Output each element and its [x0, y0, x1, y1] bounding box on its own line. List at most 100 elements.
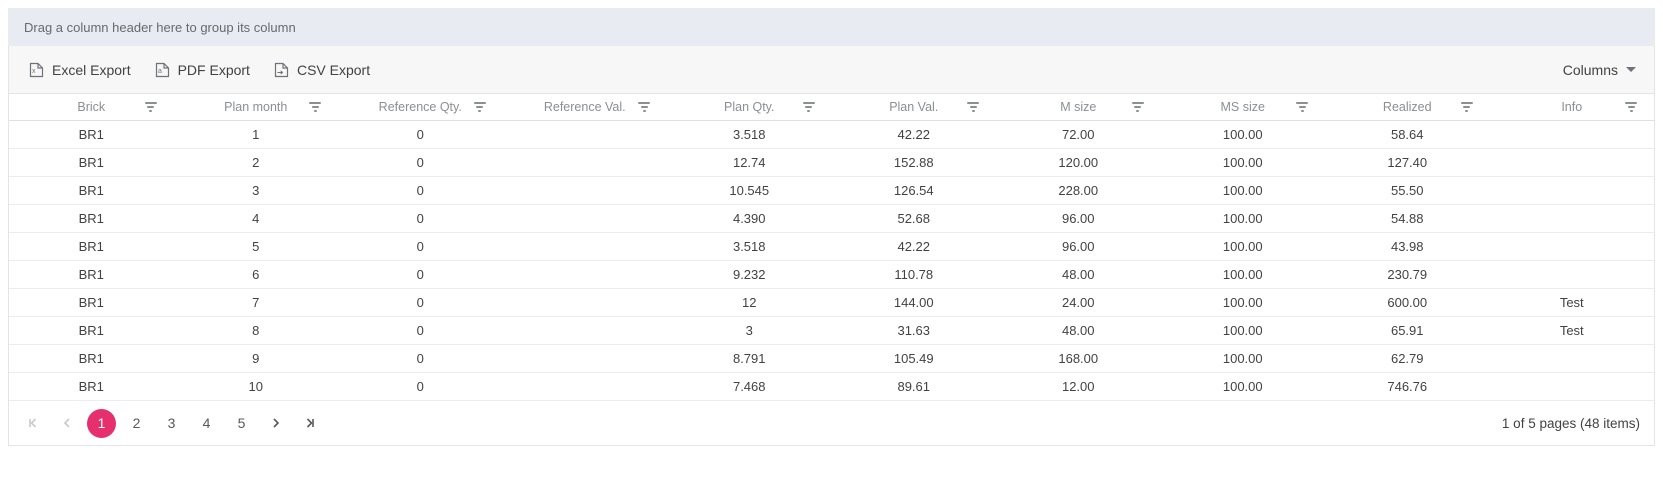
table-row[interactable]: BR1 9 0 8.791 105.49 168.00 100.00 62.79 [9, 345, 1654, 373]
column-header[interactable]: Plan Val. [832, 100, 997, 114]
grid-frame: x Excel Export a PDF Export [8, 46, 1655, 446]
table-row[interactable]: BR1 2 0 12.74 152.88 120.00 100.00 127.4… [9, 149, 1654, 177]
page-number-button[interactable]: 5 [237, 415, 246, 431]
page-number-button[interactable]: 3 [167, 415, 176, 431]
pager-pages: 1 2 3 4 5 [87, 408, 256, 438]
export-buttons: x Excel Export a PDF Export [17, 56, 382, 84]
table-cell: 168.00 [1058, 351, 1099, 366]
table-row[interactable]: BR1 4 0 4.390 52.68 96.00 100.00 54.88 [9, 205, 1654, 233]
filter-icon[interactable] [965, 100, 981, 114]
table-cell: 0 [416, 239, 424, 254]
columns-menu-button[interactable]: Columns [1559, 56, 1640, 84]
table-row[interactable]: BR1 5 0 3.518 42.22 96.00 100.00 43.98 [9, 233, 1654, 261]
filter-icon[interactable] [1459, 100, 1475, 114]
table-cell: 58.64 [1390, 127, 1424, 142]
column-header[interactable]: Plan Qty. [667, 100, 832, 114]
page-number-button[interactable]: 1 [87, 408, 116, 438]
column-header-label: MS size [1220, 100, 1265, 114]
column-header[interactable]: Brick [9, 100, 174, 114]
filter-icon[interactable] [307, 100, 323, 114]
table-cell: 31.63 [897, 323, 931, 338]
table-cell: 3.518 [732, 127, 766, 142]
table-body: BR1 1 0 3.518 42.22 72.00 100.00 58.64 B… [9, 121, 1654, 401]
table-cell: 12.00 [1061, 379, 1095, 394]
table-cell: 12 [742, 295, 757, 310]
pager: 1 2 3 4 5 1 of 5 pages (48 items) [9, 401, 1654, 445]
table-cell: 89.61 [897, 379, 931, 394]
column-header[interactable]: Info [1490, 100, 1655, 114]
table-row[interactable]: BR1 7 0 12 144.00 24.00 100.00 600.00 Te… [9, 289, 1654, 317]
csv-file-icon [274, 62, 289, 78]
excel-export-button[interactable]: x Excel Export [17, 56, 143, 84]
table-cell: 55.50 [1390, 183, 1424, 198]
next-page-icon[interactable] [262, 409, 290, 437]
table-cell: 105.49 [893, 351, 934, 366]
column-header-label: Realized [1382, 100, 1432, 114]
filter-icon[interactable] [801, 100, 817, 114]
table-cell: BR1 [78, 323, 104, 338]
table-cell: 120.00 [1058, 155, 1099, 170]
column-header[interactable]: Reference Val. [503, 100, 668, 114]
filter-icon[interactable] [1294, 100, 1310, 114]
filter-icon[interactable] [472, 100, 488, 114]
table-cell: 3.518 [732, 239, 766, 254]
table-cell: 8 [252, 323, 260, 338]
table-cell: 0 [416, 127, 424, 142]
table-cell: 600.00 [1387, 295, 1428, 310]
column-header-label: Reference Qty. [378, 100, 462, 114]
column-header[interactable]: Reference Qty. [338, 100, 503, 114]
table-row[interactable]: BR1 3 0 10.545 126.54 228.00 100.00 55.5… [9, 177, 1654, 205]
table-row[interactable]: BR1 1 0 3.518 42.22 72.00 100.00 58.64 [9, 121, 1654, 149]
table-cell: 24.00 [1061, 295, 1095, 310]
filter-icon[interactable] [1623, 100, 1639, 114]
pager-controls: 1 2 3 4 5 [19, 408, 324, 438]
table-cell: 152.88 [893, 155, 934, 170]
table-cell: 100.00 [1222, 379, 1263, 394]
column-header-label: Reference Val. [543, 100, 626, 114]
filter-icon[interactable] [143, 100, 159, 114]
table-cell: 72.00 [1061, 127, 1095, 142]
table-cell: 110.78 [894, 267, 934, 282]
svg-text:x: x [32, 68, 36, 75]
pdf-export-button[interactable]: a PDF Export [143, 56, 262, 84]
table-cell: 0 [416, 379, 424, 394]
group-panel[interactable]: Drag a column header here to group its c… [8, 8, 1655, 46]
table-cell: 0 [416, 295, 424, 310]
table-row[interactable]: BR1 6 0 9.232 110.78 48.00 100.00 230.79 [9, 261, 1654, 289]
column-header[interactable]: MS size [1161, 100, 1326, 114]
column-header[interactable]: M size [996, 100, 1161, 114]
column-header[interactable]: Plan month [174, 100, 339, 114]
last-page-icon[interactable] [296, 409, 324, 437]
table-cell: 9 [252, 351, 260, 366]
table-cell: 65.91 [1390, 323, 1424, 338]
table-cell: 48.00 [1061, 323, 1095, 338]
header-row: Brick Plan month Reference Qty. Referenc… [9, 94, 1654, 121]
previous-page-icon[interactable] [53, 409, 81, 437]
table-cell: 43.98 [1390, 239, 1424, 254]
table-cell: 6 [252, 267, 260, 282]
column-header[interactable]: Realized [1325, 100, 1490, 114]
table-row[interactable]: BR1 10 0 7.468 89.61 12.00 100.00 746.76 [9, 373, 1654, 401]
table-cell: 54.88 [1390, 211, 1424, 226]
page-number-button[interactable]: 4 [202, 415, 211, 431]
table-cell: 4.390 [732, 211, 766, 226]
data-grid: Drag a column header here to group its c… [8, 8, 1655, 446]
table-cell: 0 [416, 351, 424, 366]
table-cell: 1 [252, 127, 260, 142]
filter-icon[interactable] [636, 100, 652, 114]
table-cell: 0 [416, 155, 424, 170]
table-cell: 0 [416, 267, 424, 282]
table-cell: 10 [248, 379, 263, 394]
page-number-button[interactable]: 2 [132, 415, 141, 431]
table-row[interactable]: BR1 8 0 3 31.63 48.00 100.00 65.91 Test [9, 317, 1654, 345]
pager-info: 1 of 5 pages (48 items) [1501, 415, 1640, 431]
column-header-label: Plan month [224, 100, 288, 114]
excel-export-label: Excel Export [52, 61, 131, 78]
grid-toolbar: x Excel Export a PDF Export [9, 46, 1654, 94]
csv-export-button[interactable]: CSV Export [262, 56, 382, 84]
filter-icon[interactable] [1130, 100, 1146, 114]
table-cell: 100.00 [1222, 267, 1263, 282]
first-page-icon[interactable] [19, 409, 47, 437]
columns-menu-label: Columns [1562, 61, 1618, 78]
table-cell: Test [1559, 295, 1584, 310]
